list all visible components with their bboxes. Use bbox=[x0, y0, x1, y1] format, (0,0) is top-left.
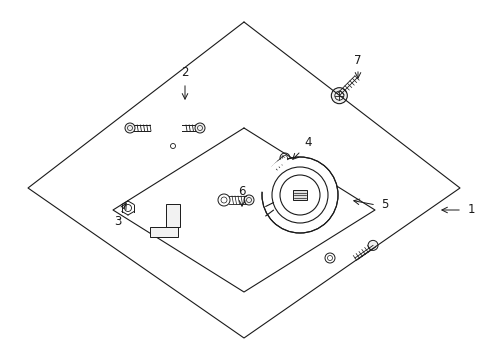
Text: 2: 2 bbox=[181, 66, 188, 78]
Circle shape bbox=[331, 88, 346, 104]
Circle shape bbox=[125, 123, 135, 133]
Circle shape bbox=[244, 195, 253, 205]
Circle shape bbox=[195, 123, 204, 133]
Circle shape bbox=[262, 157, 337, 233]
Text: 6: 6 bbox=[238, 185, 245, 198]
Circle shape bbox=[325, 253, 334, 263]
Text: 1: 1 bbox=[467, 203, 474, 216]
Bar bbox=[292, 190, 306, 200]
Text: 7: 7 bbox=[353, 54, 361, 67]
Circle shape bbox=[170, 144, 175, 148]
Text: 4: 4 bbox=[304, 136, 311, 149]
Text: 5: 5 bbox=[381, 198, 388, 211]
Polygon shape bbox=[165, 204, 180, 227]
Circle shape bbox=[367, 240, 377, 251]
Circle shape bbox=[218, 194, 229, 206]
Text: 3: 3 bbox=[114, 216, 122, 229]
Circle shape bbox=[280, 153, 289, 163]
Polygon shape bbox=[150, 227, 178, 237]
